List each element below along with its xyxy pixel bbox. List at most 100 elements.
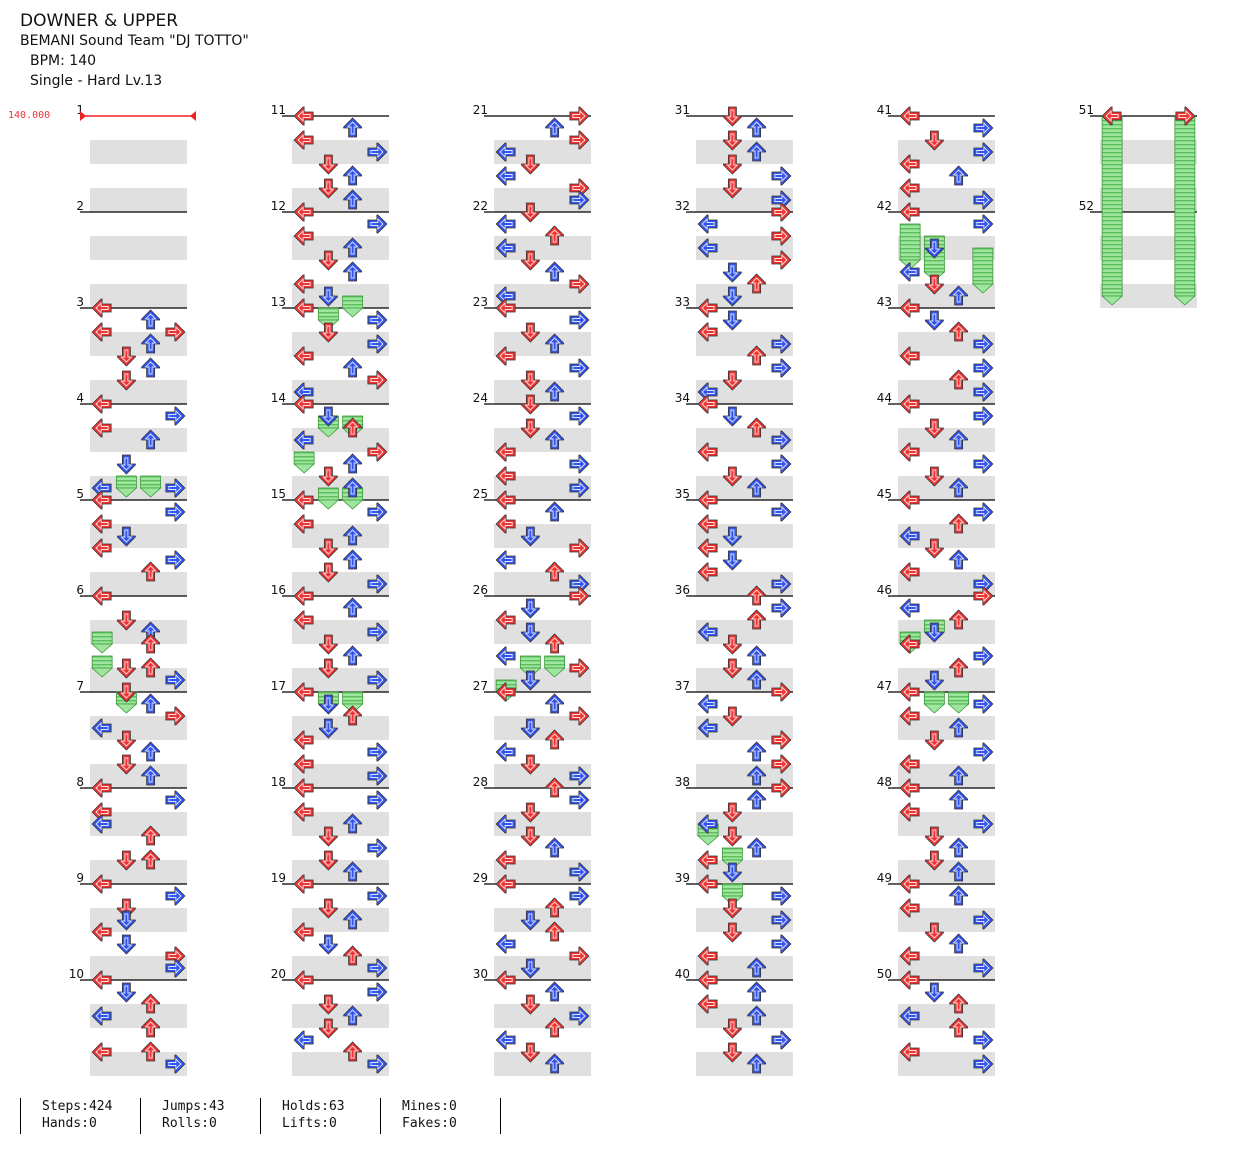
arrow-up-icon bbox=[141, 849, 161, 870]
arrow-left-icon bbox=[293, 778, 314, 798]
arrow-right-icon bbox=[771, 574, 792, 594]
arrow-down-icon bbox=[318, 250, 338, 271]
arrow-left-icon bbox=[293, 514, 314, 534]
arrow-left-icon bbox=[899, 874, 920, 894]
arrow-down-icon bbox=[924, 418, 944, 439]
arrow-left-icon bbox=[495, 1030, 516, 1050]
arrow-left-icon bbox=[495, 610, 516, 630]
arrow-right-icon bbox=[973, 334, 994, 354]
arrow-down-icon bbox=[116, 754, 136, 775]
measure-number: 8 bbox=[76, 775, 84, 789]
stat-value: Mines:0 bbox=[402, 1099, 457, 1114]
arrow-left-icon bbox=[293, 106, 314, 126]
arrow-right-icon bbox=[973, 742, 994, 762]
stat-value: Jumps:43 bbox=[162, 1099, 225, 1114]
arrow-down-icon bbox=[924, 238, 944, 259]
arrow-left-icon bbox=[697, 538, 718, 558]
arrow-up-icon bbox=[141, 1017, 161, 1038]
arrow-left-icon bbox=[1101, 106, 1122, 126]
arrow-down-icon bbox=[116, 346, 136, 367]
arrow-up-icon bbox=[747, 957, 767, 978]
arrow-left-icon bbox=[91, 814, 112, 834]
stat-value: Fakes:0 bbox=[402, 1116, 457, 1131]
measure-number: 14 bbox=[271, 391, 286, 405]
arrow-right-icon bbox=[973, 586, 994, 606]
arrow-down-icon bbox=[318, 1018, 338, 1039]
arrow-down-icon bbox=[520, 754, 540, 775]
measure-number: 40 bbox=[675, 967, 690, 981]
difficulty-info: Single - Hard Lv.13 bbox=[30, 73, 163, 89]
arrow-left-icon bbox=[899, 682, 920, 702]
arrow-up-icon bbox=[545, 381, 565, 402]
arrow-down-icon bbox=[924, 310, 944, 331]
arrow-up-icon bbox=[747, 477, 767, 498]
arrow-up-icon bbox=[747, 417, 767, 438]
arrow-up-icon bbox=[141, 1041, 161, 1062]
arrow-up-icon bbox=[949, 513, 969, 534]
arrow-down-icon bbox=[520, 322, 540, 343]
arrow-left-icon bbox=[495, 970, 516, 990]
arrow-down-icon bbox=[722, 130, 742, 151]
arrow-down-icon bbox=[722, 262, 742, 283]
arrow-up-icon bbox=[949, 837, 969, 858]
arrow-left-icon bbox=[293, 490, 314, 510]
hold-up bbox=[139, 475, 162, 498]
arrow-left-icon bbox=[899, 562, 920, 582]
arrow-left-icon bbox=[293, 202, 314, 222]
measure-number: 15 bbox=[271, 487, 286, 501]
arrow-down-icon bbox=[520, 598, 540, 619]
arrow-right-icon bbox=[771, 454, 792, 474]
arrow-up-icon bbox=[949, 369, 969, 390]
bpm-marker-left bbox=[80, 111, 86, 121]
arrow-left-icon bbox=[293, 346, 314, 366]
arrow-up-icon bbox=[545, 837, 565, 858]
beat-stripe bbox=[90, 188, 187, 212]
arrow-down-icon bbox=[722, 1018, 742, 1039]
arrow-down-icon bbox=[116, 658, 136, 679]
arrow-right-icon bbox=[569, 766, 590, 786]
arrow-right-icon bbox=[165, 1054, 186, 1074]
arrow-up-icon bbox=[545, 693, 565, 714]
measure-number: 23 bbox=[473, 295, 488, 309]
measure-number: 33 bbox=[675, 295, 690, 309]
measure-number: 29 bbox=[473, 871, 488, 885]
arrow-right-icon bbox=[771, 910, 792, 930]
arrow-left-icon bbox=[91, 1006, 112, 1026]
arrow-down-icon bbox=[520, 910, 540, 931]
arrow-right-icon bbox=[367, 622, 388, 642]
arrow-down-icon bbox=[924, 538, 944, 559]
arrow-left-icon bbox=[495, 850, 516, 870]
arrow-right-icon bbox=[771, 730, 792, 750]
arrow-down-icon bbox=[520, 250, 540, 271]
measure-number: 43 bbox=[877, 295, 892, 309]
measure-number: 28 bbox=[473, 775, 488, 789]
arrow-up-icon bbox=[343, 705, 363, 726]
arrow-down-icon bbox=[520, 154, 540, 175]
measure-number: 9 bbox=[76, 871, 84, 885]
measure-number: 19 bbox=[271, 871, 286, 885]
arrow-left-icon bbox=[899, 778, 920, 798]
arrow-right-icon bbox=[569, 658, 590, 678]
arrow-left-icon bbox=[495, 166, 516, 186]
arrow-down-icon bbox=[722, 826, 742, 847]
arrow-left-icon bbox=[495, 346, 516, 366]
arrow-left-icon bbox=[697, 562, 718, 582]
hold-right bbox=[1173, 115, 1196, 306]
arrow-up-icon bbox=[545, 261, 565, 282]
arrow-right-icon bbox=[367, 886, 388, 906]
arrow-right-icon bbox=[367, 214, 388, 234]
arrow-left-icon bbox=[293, 874, 314, 894]
arrow-left-icon bbox=[91, 718, 112, 738]
arrow-right-icon bbox=[973, 358, 994, 378]
arrow-left-icon bbox=[899, 634, 920, 654]
arrow-left-icon bbox=[91, 778, 112, 798]
arrow-down-icon bbox=[520, 802, 540, 823]
arrow-right-icon bbox=[973, 814, 994, 834]
arrow-left-icon bbox=[495, 814, 516, 834]
arrow-right-icon bbox=[771, 358, 792, 378]
arrow-down-icon bbox=[520, 526, 540, 547]
arrow-right-icon bbox=[569, 706, 590, 726]
arrow-right-icon bbox=[367, 442, 388, 462]
song-title: DOWNER & UPPER bbox=[20, 11, 179, 31]
arrow-right-icon bbox=[569, 538, 590, 558]
